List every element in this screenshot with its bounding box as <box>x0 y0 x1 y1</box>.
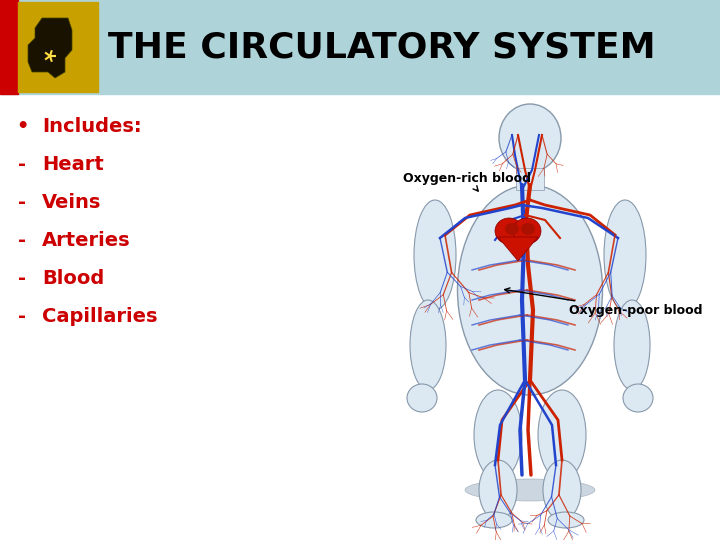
Ellipse shape <box>410 300 446 390</box>
Ellipse shape <box>495 218 523 244</box>
Ellipse shape <box>499 104 561 172</box>
Text: Includes:: Includes: <box>42 117 142 136</box>
Text: -: - <box>18 307 26 326</box>
Ellipse shape <box>505 223 519 235</box>
Text: •: • <box>16 117 28 136</box>
Bar <box>0 0 720 94</box>
Text: -: - <box>18 192 26 212</box>
Text: Oxygen-poor blood: Oxygen-poor blood <box>505 288 702 317</box>
Ellipse shape <box>513 218 541 244</box>
Ellipse shape <box>604 200 646 310</box>
Ellipse shape <box>476 512 512 528</box>
Bar <box>18 2 98 92</box>
Ellipse shape <box>614 300 650 390</box>
Text: Capillaries: Capillaries <box>42 307 158 326</box>
Bar <box>0 0 18 94</box>
Ellipse shape <box>457 185 603 395</box>
Ellipse shape <box>548 512 584 528</box>
Text: Oxygen-rich blood: Oxygen-rich blood <box>403 172 531 191</box>
Ellipse shape <box>465 479 595 501</box>
Text: Arteries: Arteries <box>42 231 130 249</box>
Ellipse shape <box>407 384 437 412</box>
Ellipse shape <box>474 390 522 480</box>
Ellipse shape <box>414 200 456 310</box>
Bar <box>516 168 544 190</box>
Ellipse shape <box>543 460 581 520</box>
Polygon shape <box>498 237 538 261</box>
Ellipse shape <box>479 460 517 520</box>
Ellipse shape <box>623 384 653 412</box>
Ellipse shape <box>538 390 586 480</box>
Text: -: - <box>18 154 26 173</box>
Text: Heart: Heart <box>42 154 104 173</box>
Ellipse shape <box>521 223 535 235</box>
Text: THE CIRCULATORY SYSTEM: THE CIRCULATORY SYSTEM <box>108 30 656 64</box>
Text: Veins: Veins <box>42 192 102 212</box>
Text: -: - <box>18 231 26 249</box>
Polygon shape <box>28 18 72 78</box>
Text: -: - <box>18 268 26 287</box>
Text: Blood: Blood <box>42 268 104 287</box>
